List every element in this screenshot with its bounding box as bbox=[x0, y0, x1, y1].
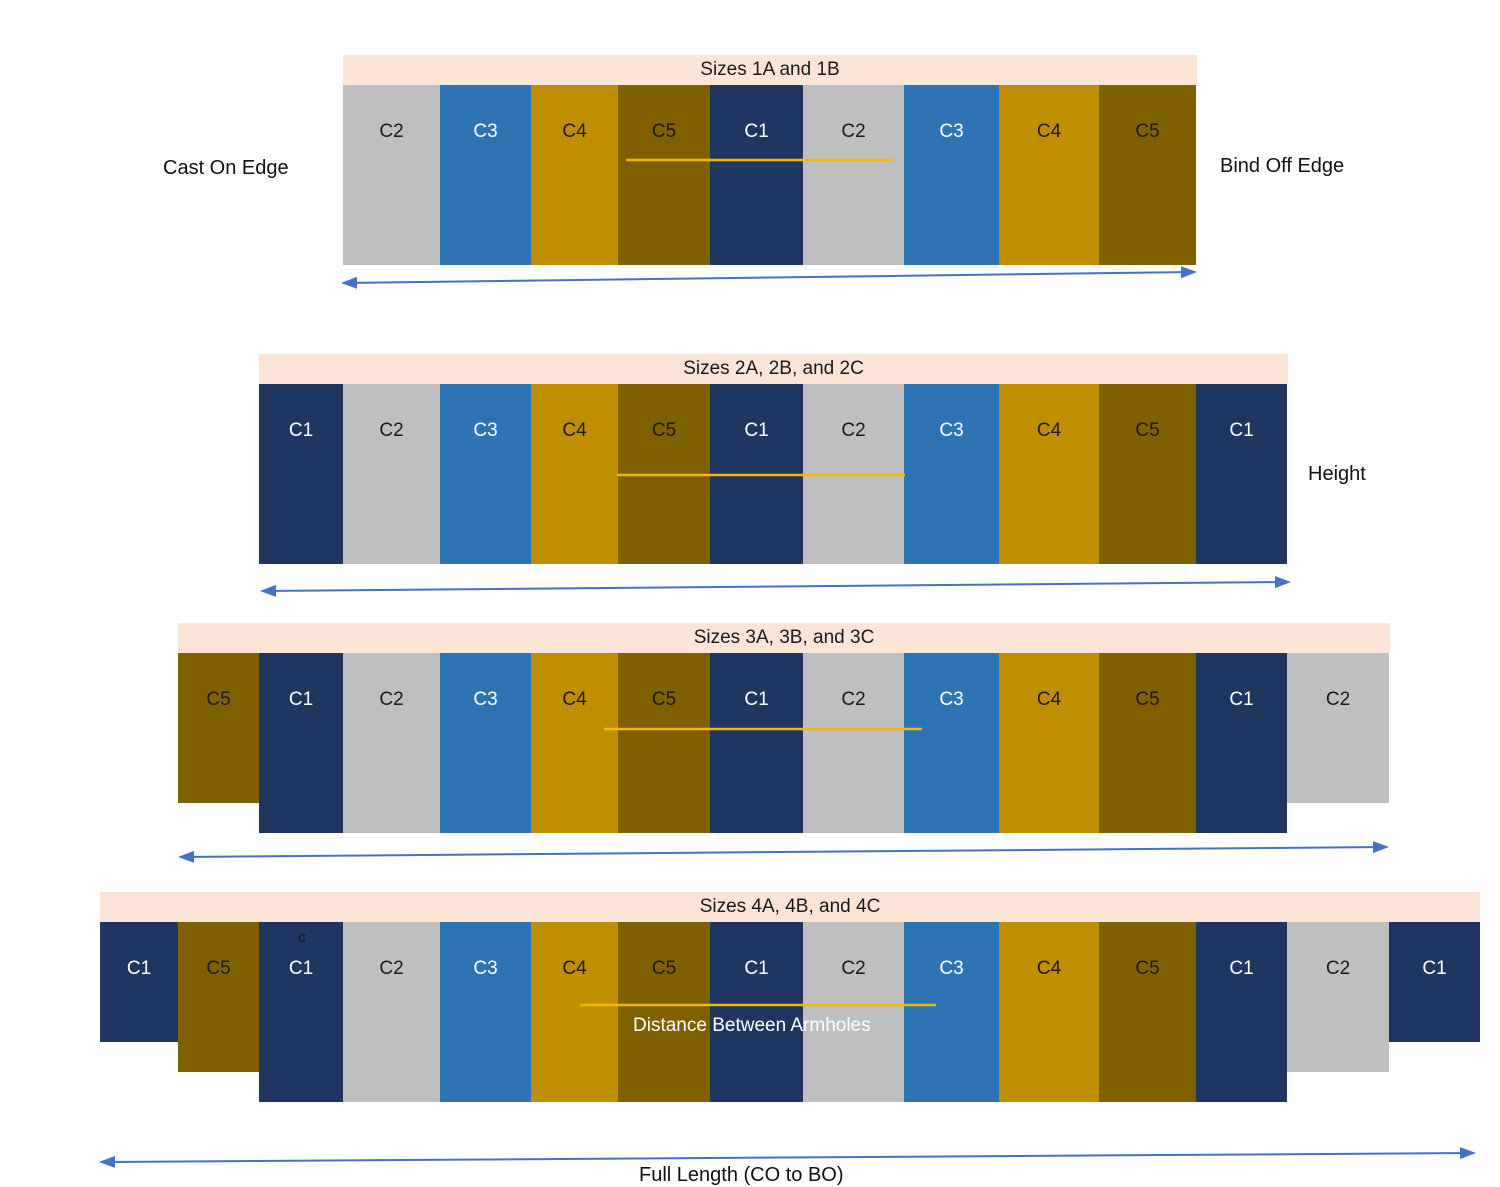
size-band-title: Sizes 3A, 3B, and 3C bbox=[178, 623, 1390, 653]
length-arrow bbox=[260, 576, 1291, 597]
color-block-c5: C5 bbox=[618, 922, 710, 1102]
color-block-c2: C2 bbox=[343, 653, 440, 833]
cast-on-edge-label: Cast On Edge bbox=[163, 157, 289, 179]
color-block-c4: C4 bbox=[999, 922, 1099, 1102]
color-block-c2: C2 bbox=[803, 85, 904, 265]
stray-c-label: c bbox=[298, 929, 306, 946]
color-block-c5: C5 bbox=[1099, 85, 1196, 265]
length-arrow bbox=[341, 266, 1197, 289]
color-block-c5: C5 bbox=[618, 653, 710, 833]
color-block-c2: C2 bbox=[343, 85, 440, 265]
color-block-c4: C4 bbox=[999, 85, 1099, 265]
color-block-c1: C1 bbox=[710, 653, 803, 833]
color-block-c2: C2 bbox=[803, 653, 904, 833]
size-band-title: Sizes 1A and 1B bbox=[343, 55, 1197, 85]
height-label: Height bbox=[1308, 463, 1366, 485]
color-block-c4: C4 bbox=[999, 653, 1099, 833]
color-block-c1: C1 bbox=[259, 653, 343, 833]
color-block-c3: C3 bbox=[440, 653, 531, 833]
color-block-c1: C1 bbox=[1196, 922, 1287, 1102]
color-block-c1: C1 bbox=[259, 922, 343, 1102]
color-block-c1: C1 bbox=[1196, 653, 1287, 833]
color-block-c5: C5 bbox=[178, 653, 259, 803]
color-block-c3: C3 bbox=[440, 922, 531, 1102]
color-block-c1: C1 bbox=[710, 85, 803, 265]
length-arrow bbox=[99, 1147, 1476, 1168]
color-block-c4: C4 bbox=[531, 653, 618, 833]
color-block-c1: C1 bbox=[710, 922, 803, 1102]
bind-off-edge-label: Bind Off Edge bbox=[1220, 155, 1345, 177]
color-block-c5: C5 bbox=[1099, 653, 1196, 833]
color-block-c5: C5 bbox=[1099, 384, 1196, 564]
color-block-c1: C1 bbox=[100, 922, 178, 1042]
color-block-c3: C3 bbox=[904, 653, 999, 833]
color-block-c2: C2 bbox=[1287, 653, 1389, 803]
color-block-c1: C1 bbox=[1196, 384, 1287, 564]
length-arrow bbox=[178, 841, 1389, 863]
size-band-title: Sizes 4A, 4B, and 4C bbox=[100, 892, 1480, 922]
color-block-c2: C2 bbox=[1287, 922, 1389, 1072]
color-block-c4: C4 bbox=[531, 384, 618, 564]
color-block-c4: C4 bbox=[999, 384, 1099, 564]
color-block-c2: C2 bbox=[343, 384, 440, 564]
color-block-c4: C4 bbox=[531, 85, 618, 265]
color-block-c2: C2 bbox=[343, 922, 440, 1102]
color-block-c3: C3 bbox=[904, 85, 999, 265]
color-block-c3: C3 bbox=[440, 384, 531, 564]
color-block-c3: C3 bbox=[904, 922, 999, 1102]
size-band-title: Sizes 2A, 2B, and 2C bbox=[259, 354, 1288, 384]
color-block-c1: C1 bbox=[1389, 922, 1480, 1042]
full-length-label: Full Length (CO to BO) bbox=[639, 1164, 844, 1186]
color-block-c1: C1 bbox=[259, 384, 343, 564]
color-block-c5: C5 bbox=[1099, 922, 1196, 1102]
color-block-c2: C2 bbox=[803, 922, 904, 1102]
color-block-c5: C5 bbox=[178, 922, 259, 1072]
color-block-c4: C4 bbox=[531, 922, 618, 1102]
distance-between-armholes-label: Distance Between Armholes bbox=[633, 1015, 871, 1036]
color-block-c3: C3 bbox=[904, 384, 999, 564]
color-block-c3: C3 bbox=[440, 85, 531, 265]
color-block-c5: C5 bbox=[618, 85, 710, 265]
